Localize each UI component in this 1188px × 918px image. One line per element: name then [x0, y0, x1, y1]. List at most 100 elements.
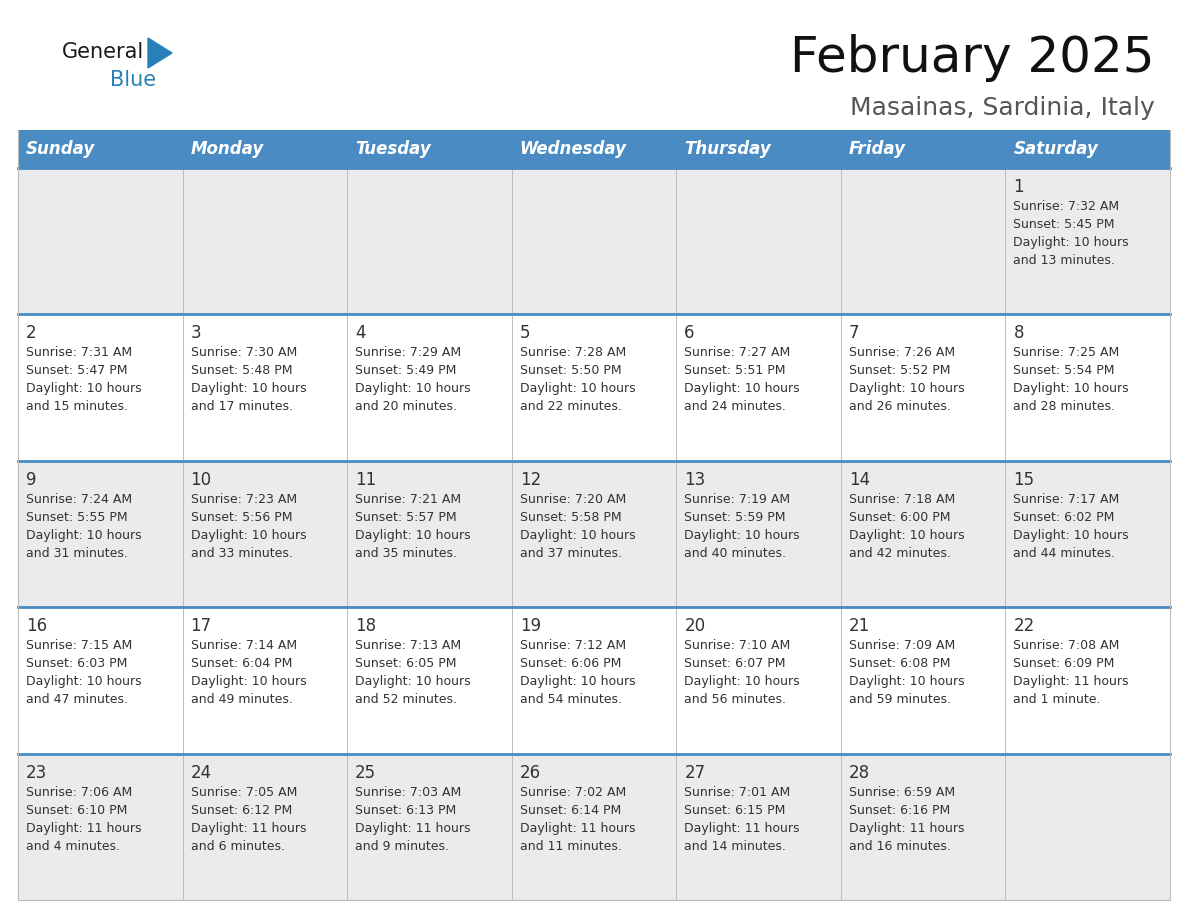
Text: 21: 21: [849, 617, 870, 635]
Text: Daylight: 10 hours: Daylight: 10 hours: [355, 676, 470, 688]
Text: and 14 minutes.: and 14 minutes.: [684, 840, 786, 853]
Text: Sunset: 6:00 PM: Sunset: 6:00 PM: [849, 510, 950, 524]
Text: 2: 2: [26, 324, 37, 342]
Text: and 16 minutes.: and 16 minutes.: [849, 840, 950, 853]
Text: Sunset: 6:06 PM: Sunset: 6:06 PM: [519, 657, 621, 670]
Text: Sunset: 5:47 PM: Sunset: 5:47 PM: [26, 364, 127, 377]
Text: Sunday: Sunday: [26, 140, 95, 158]
Bar: [512, 314, 676, 461]
Text: Sunset: 6:08 PM: Sunset: 6:08 PM: [849, 657, 950, 670]
Text: Sunset: 6:15 PM: Sunset: 6:15 PM: [684, 803, 785, 817]
Text: Daylight: 10 hours: Daylight: 10 hours: [1013, 383, 1129, 396]
Text: Sunrise: 7:25 AM: Sunrise: 7:25 AM: [1013, 346, 1119, 360]
Bar: [183, 314, 347, 461]
Bar: [183, 754, 347, 900]
Text: Daylight: 11 hours: Daylight: 11 hours: [1013, 676, 1129, 688]
Text: Sunset: 6:07 PM: Sunset: 6:07 PM: [684, 657, 785, 670]
Bar: [1005, 130, 1170, 168]
Text: Sunrise: 7:24 AM: Sunrise: 7:24 AM: [26, 493, 132, 506]
Text: Daylight: 10 hours: Daylight: 10 hours: [684, 383, 800, 396]
Bar: [18, 314, 183, 461]
Text: and 26 minutes.: and 26 minutes.: [849, 400, 950, 413]
Bar: [18, 130, 183, 168]
Bar: [347, 168, 512, 314]
Text: General: General: [62, 42, 144, 62]
Text: Tuesday: Tuesday: [355, 140, 431, 158]
Text: Daylight: 10 hours: Daylight: 10 hours: [849, 529, 965, 542]
Text: Sunset: 5:57 PM: Sunset: 5:57 PM: [355, 510, 456, 524]
Text: and 28 minutes.: and 28 minutes.: [1013, 400, 1116, 413]
Text: Daylight: 10 hours: Daylight: 10 hours: [684, 676, 800, 688]
Text: Sunrise: 7:05 AM: Sunrise: 7:05 AM: [190, 786, 297, 799]
Text: and 37 minutes.: and 37 minutes.: [519, 547, 621, 560]
Text: and 54 minutes.: and 54 minutes.: [519, 693, 621, 706]
Bar: [18, 461, 183, 607]
Text: Sunrise: 7:10 AM: Sunrise: 7:10 AM: [684, 639, 790, 652]
Text: Sunrise: 7:13 AM: Sunrise: 7:13 AM: [355, 639, 461, 652]
Text: Sunrise: 7:17 AM: Sunrise: 7:17 AM: [1013, 493, 1119, 506]
Bar: [347, 461, 512, 607]
Bar: [841, 130, 1005, 168]
Text: 6: 6: [684, 324, 695, 342]
Text: 15: 15: [1013, 471, 1035, 488]
Text: 16: 16: [26, 617, 48, 635]
Text: 17: 17: [190, 617, 211, 635]
Text: Sunset: 5:48 PM: Sunset: 5:48 PM: [190, 364, 292, 377]
Text: Sunset: 6:13 PM: Sunset: 6:13 PM: [355, 803, 456, 817]
Bar: [676, 607, 841, 754]
Text: and 24 minutes.: and 24 minutes.: [684, 400, 786, 413]
Text: and 35 minutes.: and 35 minutes.: [355, 547, 457, 560]
Text: Sunset: 5:45 PM: Sunset: 5:45 PM: [1013, 218, 1114, 231]
Text: 26: 26: [519, 764, 541, 781]
Text: Sunset: 6:05 PM: Sunset: 6:05 PM: [355, 657, 456, 670]
Text: Sunrise: 7:30 AM: Sunrise: 7:30 AM: [190, 346, 297, 360]
Text: Daylight: 10 hours: Daylight: 10 hours: [1013, 236, 1129, 249]
Text: 25: 25: [355, 764, 377, 781]
Text: Sunrise: 7:14 AM: Sunrise: 7:14 AM: [190, 639, 297, 652]
Text: Sunset: 5:51 PM: Sunset: 5:51 PM: [684, 364, 785, 377]
Bar: [841, 607, 1005, 754]
Text: 27: 27: [684, 764, 706, 781]
Text: 20: 20: [684, 617, 706, 635]
Text: Daylight: 10 hours: Daylight: 10 hours: [849, 676, 965, 688]
Bar: [18, 607, 183, 754]
Text: Saturday: Saturday: [1013, 140, 1098, 158]
Text: Friday: Friday: [849, 140, 906, 158]
Bar: [841, 314, 1005, 461]
Text: Sunset: 6:16 PM: Sunset: 6:16 PM: [849, 803, 950, 817]
Text: Daylight: 10 hours: Daylight: 10 hours: [190, 383, 307, 396]
Text: and 6 minutes.: and 6 minutes.: [190, 840, 285, 853]
Text: and 4 minutes.: and 4 minutes.: [26, 840, 120, 853]
Text: and 33 minutes.: and 33 minutes.: [190, 547, 292, 560]
Text: Sunset: 5:55 PM: Sunset: 5:55 PM: [26, 510, 127, 524]
Bar: [676, 314, 841, 461]
Bar: [18, 754, 183, 900]
Text: Sunrise: 7:02 AM: Sunrise: 7:02 AM: [519, 786, 626, 799]
Text: 12: 12: [519, 471, 541, 488]
Text: Sunrise: 7:18 AM: Sunrise: 7:18 AM: [849, 493, 955, 506]
Text: 5: 5: [519, 324, 530, 342]
Text: and 56 minutes.: and 56 minutes.: [684, 693, 786, 706]
Text: and 11 minutes.: and 11 minutes.: [519, 840, 621, 853]
Bar: [841, 754, 1005, 900]
Text: and 20 minutes.: and 20 minutes.: [355, 400, 457, 413]
Text: Sunrise: 7:19 AM: Sunrise: 7:19 AM: [684, 493, 790, 506]
Text: Daylight: 11 hours: Daylight: 11 hours: [519, 822, 636, 834]
Text: Daylight: 10 hours: Daylight: 10 hours: [26, 676, 141, 688]
Text: and 22 minutes.: and 22 minutes.: [519, 400, 621, 413]
Text: Sunset: 5:52 PM: Sunset: 5:52 PM: [849, 364, 950, 377]
Bar: [1005, 754, 1170, 900]
Text: 13: 13: [684, 471, 706, 488]
Text: Sunrise: 7:27 AM: Sunrise: 7:27 AM: [684, 346, 790, 360]
Text: 8: 8: [1013, 324, 1024, 342]
Text: Sunrise: 7:08 AM: Sunrise: 7:08 AM: [1013, 639, 1120, 652]
Text: Sunrise: 7:12 AM: Sunrise: 7:12 AM: [519, 639, 626, 652]
Text: 19: 19: [519, 617, 541, 635]
Bar: [676, 754, 841, 900]
Text: Sunset: 5:58 PM: Sunset: 5:58 PM: [519, 510, 621, 524]
Text: and 17 minutes.: and 17 minutes.: [190, 400, 292, 413]
Text: Daylight: 10 hours: Daylight: 10 hours: [26, 529, 141, 542]
Text: Wednesday: Wednesday: [519, 140, 627, 158]
Text: Daylight: 10 hours: Daylight: 10 hours: [1013, 529, 1129, 542]
Bar: [1005, 607, 1170, 754]
